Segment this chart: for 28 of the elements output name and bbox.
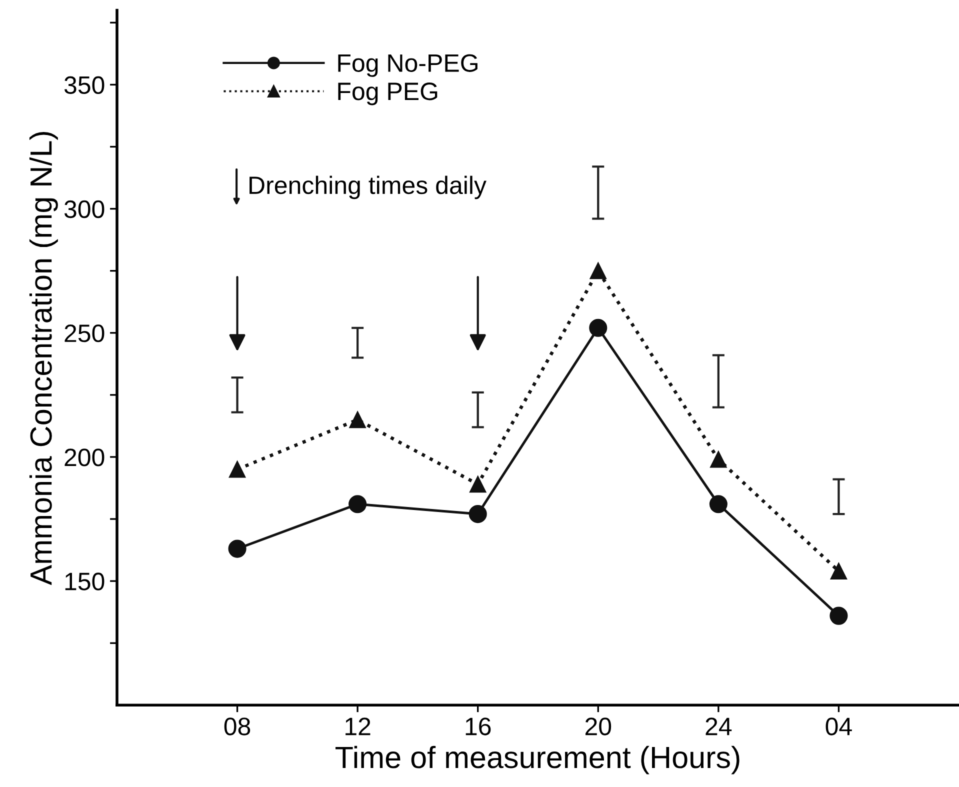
y-tick-label: 250 [64,324,104,342]
point [228,461,246,478]
x-tick-label: 20 [585,718,612,736]
point [228,540,246,558]
x-axis-title: Time of measurement (Hours) [336,746,740,774]
point [709,495,728,514]
point [830,562,848,580]
y-axis-title: Ammonia Concentration (mg N/L) [29,132,58,586]
x-tick-label: 16 [466,718,491,736]
legend-label: Fog PEG [338,82,438,106]
y-tick-label: 350 [64,76,104,94]
point [348,495,367,514]
x-tick-label: 04 [826,718,852,736]
y-tick-label: 200 [64,448,104,466]
y-tick-label: 150 [65,572,104,590]
y-tick-label: 300 [64,200,104,218]
x-tick-label: 24 [706,718,732,736]
x-tick-label: 12 [346,718,370,736]
point [349,411,366,428]
point [590,262,606,280]
legend-label: Fog No-PEG [338,54,478,77]
x-tick-label: 08 [224,718,250,736]
point [589,318,608,337]
point [468,505,487,524]
point [710,451,727,468]
point [830,606,848,625]
annotation: Drenching times daily [250,176,486,200]
point [470,476,486,493]
